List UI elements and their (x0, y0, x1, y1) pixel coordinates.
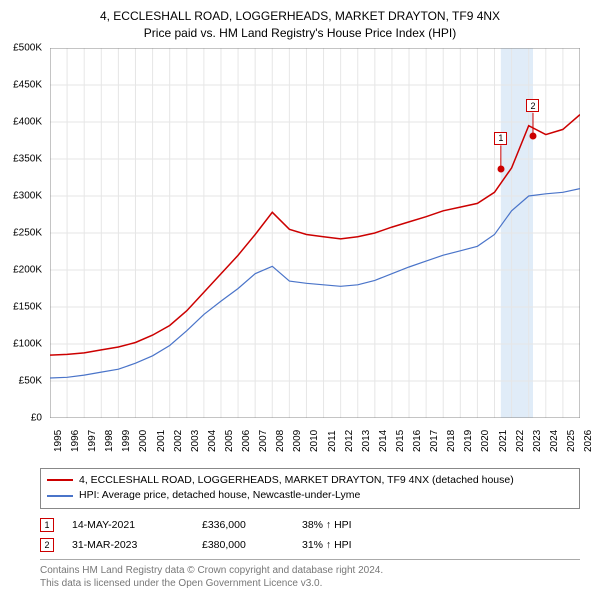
chart-title: 4, ECCLESHALL ROAD, LOGGERHEADS, MARKET … (0, 0, 600, 42)
x-tick-label: 1997 (87, 429, 98, 451)
y-tick-label: £400K (13, 116, 42, 127)
sale-marker-box: 1 (494, 132, 507, 145)
x-tick-label: 2006 (241, 429, 252, 451)
x-tick-label: 2023 (532, 429, 543, 451)
x-tick-label: 2008 (275, 429, 286, 451)
x-tick-label: 2013 (361, 429, 372, 451)
y-tick-label: £450K (13, 79, 42, 90)
y-tick-label: £0 (31, 412, 42, 423)
y-tick-label: £150K (13, 301, 42, 312)
attribution: Contains HM Land Registry data © Crown c… (40, 559, 580, 590)
attribution-line-2: This data is licensed under the Open Gov… (40, 577, 580, 590)
x-tick-label: 2005 (224, 429, 235, 451)
legend-item: 4, ECCLESHALL ROAD, LOGGERHEADS, MARKET … (47, 473, 573, 489)
chart-container: 4, ECCLESHALL ROAD, LOGGERHEADS, MARKET … (0, 0, 600, 560)
legend-item: HPI: Average price, detached house, Newc… (47, 488, 573, 504)
sale-row: 2 31-MAR-2023£380,00031% ↑ HPI (40, 535, 580, 555)
x-tick-label: 1995 (53, 429, 64, 451)
y-tick-label: £250K (13, 227, 42, 238)
y-tick-label: £350K (13, 153, 42, 164)
legend-label: 4, ECCLESHALL ROAD, LOGGERHEADS, MARKET … (79, 473, 514, 489)
x-tick-label: 2015 (395, 429, 406, 451)
legend-label: HPI: Average price, detached house, Newc… (79, 488, 360, 504)
sale-date: 14-MAY-2021 (72, 519, 202, 531)
sale-price: £380,000 (202, 539, 302, 551)
sale-delta: 38% ↑ HPI (302, 519, 402, 531)
chart-plot (50, 48, 580, 418)
x-tick-label: 1999 (121, 429, 132, 451)
x-tick-label: 2016 (412, 429, 423, 451)
x-tick-label: 2022 (515, 429, 526, 451)
y-tick-label: £200K (13, 264, 42, 275)
x-tick-label: 2010 (309, 429, 320, 451)
title-line-1: 4, ECCLESHALL ROAD, LOGGERHEADS, MARKET … (0, 8, 600, 25)
x-tick-label: 2009 (292, 429, 303, 451)
x-tick-label: 2014 (378, 429, 389, 451)
x-tick-label: 1996 (70, 429, 81, 451)
legend-swatch (47, 479, 73, 481)
y-tick-label: £50K (19, 375, 42, 386)
sale-marker-icon: 1 (40, 518, 54, 532)
y-tick-label: £300K (13, 190, 42, 201)
x-tick-label: 2017 (429, 429, 440, 451)
attribution-line-1: Contains HM Land Registry data © Crown c… (40, 564, 580, 577)
y-tick-label: £100K (13, 338, 42, 349)
x-tick-label: 2012 (344, 429, 355, 451)
legend-swatch (47, 495, 73, 497)
sale-marker-dot (529, 133, 536, 140)
sale-delta: 31% ↑ HPI (302, 539, 402, 551)
x-tick-label: 2020 (480, 429, 491, 451)
x-tick-label: 2025 (566, 429, 577, 451)
x-tick-label: 2007 (258, 429, 269, 451)
x-tick-label: 2003 (190, 429, 201, 451)
x-axis: 1995 1996 1997 1998 1999 2000 2001 2002 2003 2004… (50, 420, 580, 460)
x-tick-label: 2011 (327, 430, 338, 452)
legend: 4, ECCLESHALL ROAD, LOGGERHEADS, MARKET … (40, 468, 580, 510)
sale-marker-box: 2 (526, 99, 539, 112)
sale-price: £336,000 (202, 519, 302, 531)
x-tick-label: 2000 (138, 429, 149, 451)
chart-area: £0£50K£100K£150K£200K£250K£300K£350K£400… (50, 48, 580, 418)
x-tick-label: 2018 (446, 429, 457, 451)
sale-row: 1 14-MAY-2021£336,00038% ↑ HPI (40, 515, 580, 535)
sales-table: 1 14-MAY-2021£336,00038% ↑ HPI 2 31-MAR-202… (40, 515, 580, 555)
x-tick-label: 2021 (498, 429, 509, 451)
x-tick-label: 2024 (549, 429, 560, 451)
x-tick-label: 2004 (207, 429, 218, 451)
x-tick-label: 2019 (463, 429, 474, 451)
y-tick-label: £500K (13, 42, 42, 53)
sale-marker-dot (497, 165, 504, 172)
sale-marker-icon: 2 (40, 538, 54, 552)
x-tick-label: 1998 (104, 429, 115, 451)
y-axis: £0£50K£100K£150K£200K£250K£300K£350K£400… (0, 48, 46, 418)
x-tick-label: 2002 (173, 429, 184, 451)
x-tick-label: 2026 (583, 429, 594, 451)
sale-date: 31-MAR-2023 (72, 539, 202, 551)
title-line-2: Price paid vs. HM Land Registry's House … (0, 25, 600, 42)
x-tick-label: 2001 (156, 429, 167, 451)
